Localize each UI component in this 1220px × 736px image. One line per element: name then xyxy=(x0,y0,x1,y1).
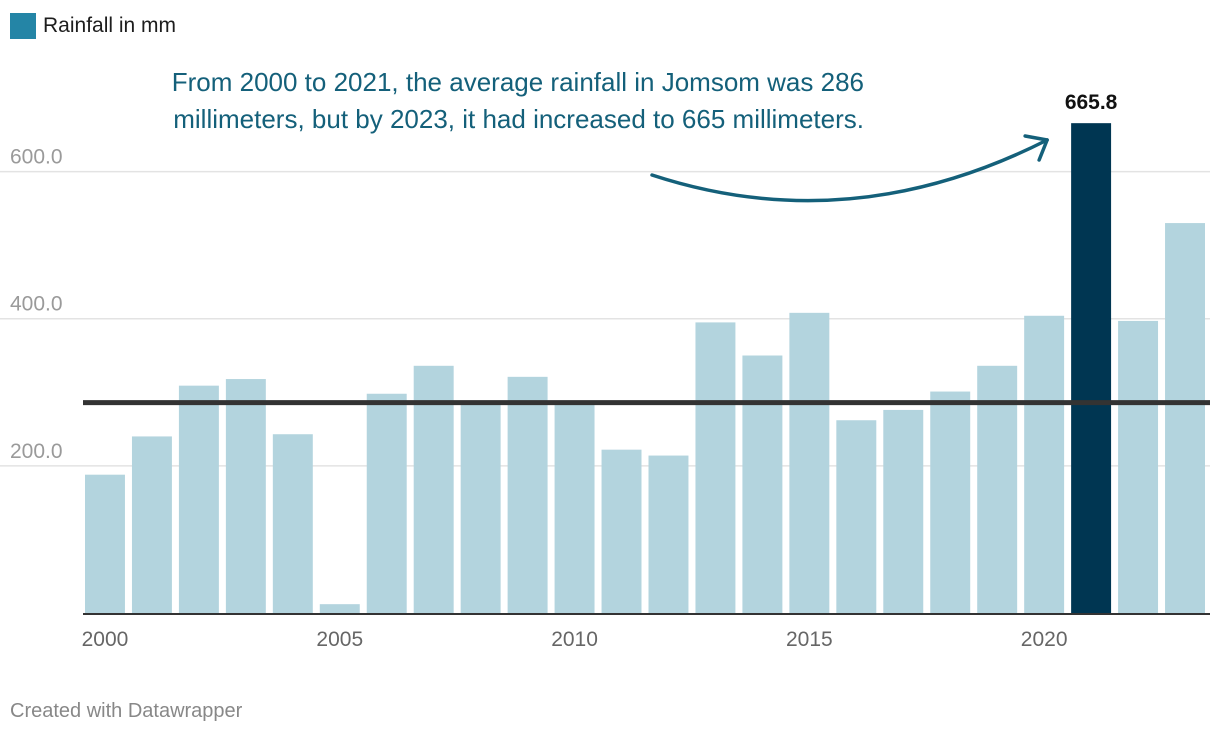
bar-2007 xyxy=(413,365,454,613)
bar-2004 xyxy=(272,434,313,613)
legend-label: Rainfall in mm xyxy=(43,14,177,37)
bar-2002 xyxy=(178,385,219,613)
annotation-arrow-curve xyxy=(650,138,1049,203)
bar-highlight-2021 xyxy=(1071,123,1112,613)
bar-2016 xyxy=(836,420,877,613)
annotation-arrow-layer xyxy=(650,134,1049,203)
x-tick-label: 2010 xyxy=(551,628,598,651)
annotation-text: From 2000 to 2021, the average rainfall … xyxy=(171,67,864,134)
y-tick-label: 400.0 xyxy=(10,293,63,316)
annotation-arrow-head xyxy=(1023,134,1049,162)
bar-2001 xyxy=(131,436,172,613)
y-tick-label: 200.0 xyxy=(10,440,63,463)
bar-2013 xyxy=(695,322,736,613)
axis-layer: 2000 2005 2010 2015 2020 xyxy=(82,613,1210,651)
bar-value-label: 665.8 xyxy=(1065,91,1118,114)
footer-credit: Created with Datawrapper xyxy=(10,700,243,722)
x-tick-label: 2000 xyxy=(82,628,129,651)
bar-2022 xyxy=(1118,320,1159,613)
bar-2008 xyxy=(460,403,501,613)
x-tick-label: 2020 xyxy=(1021,628,1068,651)
y-tick-label: 600.0 xyxy=(10,146,63,169)
bar-2006 xyxy=(366,393,407,613)
bar-2011 xyxy=(601,449,642,613)
bar-2010 xyxy=(554,403,595,613)
bar-2023 xyxy=(1165,223,1205,614)
x-tick-label: 2015 xyxy=(786,628,833,651)
legend: Rainfall in mm xyxy=(10,13,176,39)
bar-2015 xyxy=(789,312,830,613)
legend-swatch xyxy=(10,13,36,39)
bar-2012 xyxy=(648,455,689,613)
bar-2017 xyxy=(883,409,924,613)
bar-2000 xyxy=(85,474,125,613)
bar-2018 xyxy=(930,391,971,613)
bar-2009 xyxy=(507,376,548,613)
bar-2005 xyxy=(319,604,360,613)
bar-2019 xyxy=(977,365,1018,613)
bar-2014 xyxy=(742,355,783,613)
x-tick-label: 2005 xyxy=(316,628,363,651)
bars-layer: 665.8 xyxy=(85,91,1205,614)
bar-2003 xyxy=(225,379,266,613)
bar-2020 xyxy=(1024,315,1065,613)
